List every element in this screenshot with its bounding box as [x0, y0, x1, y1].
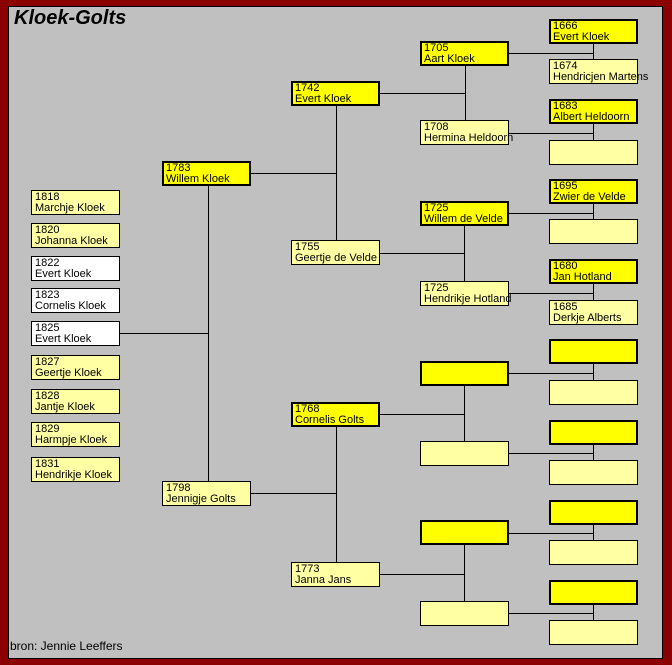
- person-name: Willem de Velde: [424, 213, 503, 225]
- person-name: Aart Kloek: [424, 53, 475, 65]
- person-year: 1820: [35, 224, 60, 236]
- person-year: 1666: [553, 20, 578, 32]
- person-box-empty[interactable]: [549, 540, 638, 565]
- person-box-1680-jan-hotland[interactable]: 1680 Jan Hotland: [549, 259, 638, 284]
- person-box-1683-albert-heldoorn[interactable]: 1683 Albert Heldoorn: [549, 99, 638, 124]
- person-name: Cornelis Kloek: [35, 300, 106, 312]
- person-box-1705-aart-kloek[interactable]: 1705 Aart Kloek: [420, 41, 509, 66]
- person-name: Geertje Kloek: [35, 367, 102, 379]
- person-box-1818-marchje-kloek[interactable]: 1818 Marchje Kloek: [31, 190, 120, 215]
- person-box-1773-janna-jans[interactable]: 1773 Janna Jans: [291, 562, 380, 587]
- person-year: 1695: [553, 180, 578, 192]
- person-box-1725-willem-de-velde[interactable]: 1725 Willem de Velde: [420, 201, 509, 226]
- person-name: Hendrikje Hotland: [424, 293, 512, 305]
- person-box-1755-geertje-de-velde[interactable]: 1755 Geertje de Velde: [291, 240, 380, 265]
- person-name: Evert Kloek: [35, 268, 92, 280]
- person-box-1674-hendricjen-martens[interactable]: 1674 Hendricjen Martens: [549, 59, 649, 84]
- person-box-1666-evert-kloek[interactable]: 1666 Evert Kloek: [549, 19, 638, 44]
- person-name: Geertje de Velde: [295, 252, 377, 264]
- person-name: Cornelis Golts: [295, 414, 365, 426]
- person-box-1695-zwier-de-velde[interactable]: 1695 Zwier de Velde: [549, 179, 638, 204]
- person-box-empty[interactable]: [420, 520, 509, 545]
- person-box-empty[interactable]: [549, 580, 638, 605]
- person-name: Evert Kloek: [35, 333, 92, 345]
- person-box-empty[interactable]: [420, 361, 509, 386]
- person-box-1820-johanna-kloek[interactable]: 1820 Johanna Kloek: [31, 223, 120, 248]
- person-name: Hendrikje Kloek: [35, 469, 113, 481]
- person-box-1708-hermina-heldoorn[interactable]: 1708 Hermina Heldoorn: [420, 120, 514, 145]
- person-year: 1831: [35, 458, 60, 470]
- person-name: Willem Kloek: [166, 173, 230, 185]
- person-name: Hendricjen Martens: [553, 71, 649, 83]
- source-note: bron: Jennie Leeffers: [10, 639, 123, 653]
- person-year: 1823: [35, 289, 60, 301]
- person-box-empty[interactable]: [549, 460, 638, 485]
- person-box-empty[interactable]: [549, 380, 638, 405]
- person-name: Johanna Kloek: [35, 235, 108, 247]
- person-year: 1822: [35, 257, 60, 269]
- person-box-1828-jantje-kloek[interactable]: 1828 Jantje Kloek: [31, 389, 120, 414]
- person-year: 1705: [424, 42, 449, 54]
- person-name: Derkje Alberts: [553, 312, 622, 324]
- person-name: Albert Heldoorn: [553, 111, 630, 123]
- person-year: 1768: [295, 403, 320, 415]
- person-name: Zwier de Velde: [553, 191, 626, 203]
- person-box-1798-jennigje-golts[interactable]: 1798 Jennigje Golts: [162, 481, 251, 506]
- person-box-empty[interactable]: [420, 601, 509, 626]
- person-box-1783-willem-kloek[interactable]: 1783 Willem Kloek: [162, 161, 251, 186]
- person-box-empty[interactable]: [549, 219, 638, 244]
- person-box-1829-harmpje-kloek[interactable]: 1829 Harmpje Kloek: [31, 422, 120, 447]
- person-box-1768-cornelis-golts[interactable]: 1768 Cornelis Golts: [291, 402, 380, 427]
- person-box-empty[interactable]: [549, 339, 638, 364]
- person-name: Janna Jans: [295, 574, 352, 586]
- person-year: 1828: [35, 390, 60, 402]
- person-box-1685-derkje-alberts[interactable]: 1685 Derkje Alberts: [549, 300, 638, 325]
- person-name: Jennigje Golts: [166, 493, 236, 505]
- person-box-1831-hendrikje-kloek[interactable]: 1831 Hendrikje Kloek: [31, 457, 120, 482]
- person-year: 1725: [424, 202, 449, 214]
- person-name: Evert Kloek: [553, 31, 610, 43]
- person-box-1825-evert-kloek[interactable]: 1825 Evert Kloek: [31, 321, 120, 346]
- person-year: 1742: [295, 82, 320, 94]
- person-box-empty[interactable]: [549, 420, 638, 445]
- person-year: 1825: [35, 322, 60, 334]
- person-box-empty[interactable]: [549, 140, 638, 165]
- person-year: 1683: [553, 100, 578, 112]
- person-box-empty[interactable]: [420, 441, 509, 466]
- person-year: 1755: [295, 241, 320, 253]
- person-year: 1773: [295, 563, 320, 575]
- person-box-1725-hendrikje-hotland[interactable]: 1725 Hendrikje Hotland: [420, 281, 512, 306]
- person-year: 1708: [424, 121, 449, 133]
- person-year: 1829: [35, 423, 60, 435]
- person-year: 1674: [553, 60, 578, 72]
- person-name: Marchje Kloek: [35, 202, 105, 214]
- person-name: Evert Kloek: [295, 93, 352, 105]
- person-name: Harmpje Kloek: [35, 434, 108, 446]
- person-year: 1685: [553, 301, 578, 313]
- person-year: 1798: [166, 482, 191, 494]
- person-year: 1680: [553, 260, 578, 272]
- person-box-empty[interactable]: [549, 620, 638, 645]
- person-box-empty[interactable]: [549, 500, 638, 525]
- person-year: 1818: [35, 191, 60, 203]
- person-box-1823-cornelis-kloek[interactable]: 1823 Cornelis Kloek: [31, 288, 120, 313]
- person-name: Hermina Heldoorn: [424, 132, 514, 144]
- page-title: Kloek-Golts: [14, 7, 127, 29]
- person-name: Jantje Kloek: [35, 401, 95, 413]
- person-box-1827-geertje-kloek[interactable]: 1827 Geertje Kloek: [31, 355, 120, 380]
- person-year: 1783: [166, 162, 191, 174]
- person-year: 1725: [424, 282, 449, 294]
- person-box-1742-evert-kloek[interactable]: 1742 Evert Kloek: [291, 81, 380, 106]
- person-box-1822-evert-kloek[interactable]: 1822 Evert Kloek: [31, 256, 120, 281]
- person-name: Jan Hotland: [553, 271, 612, 283]
- person-year: 1827: [35, 356, 60, 368]
